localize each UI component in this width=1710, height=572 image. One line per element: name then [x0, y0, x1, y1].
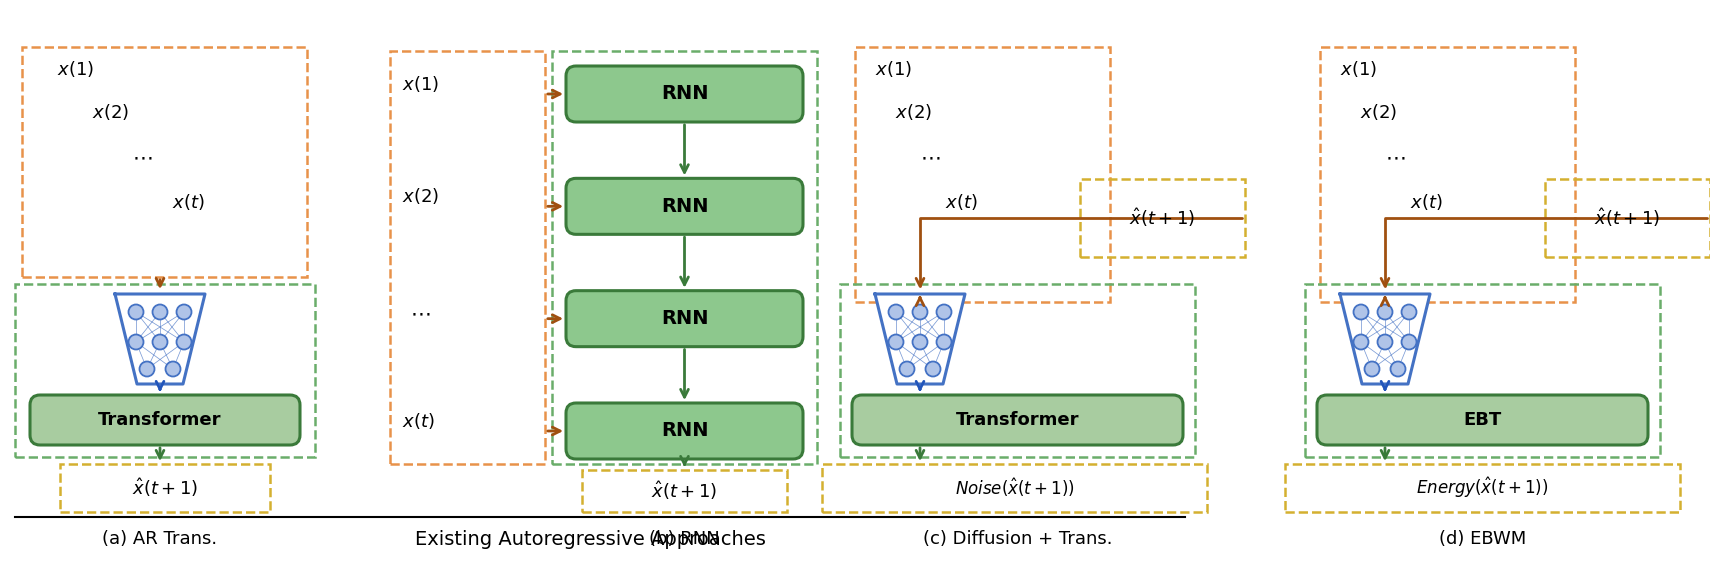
FancyBboxPatch shape — [1317, 395, 1648, 445]
Text: $Energy(\hat{x}(t+1))$: $Energy(\hat{x}(t+1))$ — [1416, 476, 1549, 500]
Text: RNN: RNN — [660, 197, 708, 216]
Circle shape — [925, 362, 940, 376]
Text: RNN: RNN — [660, 309, 708, 328]
FancyBboxPatch shape — [31, 395, 299, 445]
Text: $x(2)$: $x(2)$ — [894, 102, 932, 122]
Circle shape — [1354, 335, 1368, 349]
Circle shape — [899, 362, 915, 376]
Circle shape — [176, 335, 192, 349]
FancyBboxPatch shape — [566, 403, 804, 459]
Text: $\hat{x}(t+1)$: $\hat{x}(t+1)$ — [132, 476, 198, 499]
Text: $x(t)$: $x(t)$ — [173, 192, 205, 212]
Text: Existing Autoregressive Approaches: Existing Autoregressive Approaches — [414, 530, 766, 549]
Text: $x(t)$: $x(t)$ — [402, 411, 434, 431]
Polygon shape — [1341, 294, 1430, 384]
Text: $\hat{x}(t+1)$: $\hat{x}(t+1)$ — [1594, 206, 1660, 229]
Circle shape — [128, 335, 144, 349]
Text: RNN: RNN — [660, 422, 708, 440]
Text: RNN: RNN — [660, 85, 708, 104]
Circle shape — [166, 362, 181, 376]
Text: $\cdots$: $\cdots$ — [132, 147, 152, 167]
Text: $x(2)$: $x(2)$ — [1359, 102, 1397, 122]
Circle shape — [1354, 304, 1368, 320]
Circle shape — [937, 335, 951, 349]
FancyBboxPatch shape — [566, 178, 804, 235]
Text: (c) Diffusion + Trans.: (c) Diffusion + Trans. — [923, 530, 1112, 548]
Text: $\hat{x}(t+1)$: $\hat{x}(t+1)$ — [652, 479, 718, 502]
Text: $\hat{x}(t+1)$: $\hat{x}(t+1)$ — [1129, 206, 1195, 229]
Text: $\cdots$: $\cdots$ — [1385, 147, 1406, 167]
Circle shape — [1378, 304, 1392, 320]
Text: EBT: EBT — [1464, 411, 1501, 429]
Circle shape — [1378, 335, 1392, 349]
Circle shape — [152, 335, 168, 349]
Circle shape — [913, 335, 927, 349]
Polygon shape — [876, 294, 964, 384]
Circle shape — [176, 304, 192, 320]
Circle shape — [152, 304, 168, 320]
Circle shape — [937, 304, 951, 320]
Circle shape — [1390, 362, 1406, 376]
Text: (a) AR Trans.: (a) AR Trans. — [103, 530, 217, 548]
Circle shape — [913, 304, 927, 320]
Circle shape — [128, 304, 144, 320]
Polygon shape — [115, 294, 205, 384]
Circle shape — [1402, 335, 1416, 349]
Text: Transformer: Transformer — [956, 411, 1079, 429]
Circle shape — [1402, 304, 1416, 320]
Text: $\cdots$: $\cdots$ — [410, 304, 431, 324]
Text: $x(1)$: $x(1)$ — [56, 59, 94, 79]
Circle shape — [140, 362, 154, 376]
Text: $x(1)$: $x(1)$ — [876, 59, 911, 79]
Text: $\cdots$: $\cdots$ — [920, 147, 940, 167]
Text: (d) EBWM: (d) EBWM — [1438, 530, 1525, 548]
Text: $x(2)$: $x(2)$ — [402, 186, 439, 206]
Circle shape — [889, 304, 903, 320]
Text: $x(2)$: $x(2)$ — [92, 102, 128, 122]
Text: $x(1)$: $x(1)$ — [402, 74, 439, 94]
Circle shape — [1365, 362, 1380, 376]
Text: $Noise(\hat{x}(t+1))$: $Noise(\hat{x}(t+1))$ — [954, 476, 1074, 499]
Text: $x(t)$: $x(t)$ — [946, 192, 978, 212]
Text: Transformer: Transformer — [97, 411, 222, 429]
FancyBboxPatch shape — [852, 395, 1183, 445]
Text: $x(1)$: $x(1)$ — [1341, 59, 1377, 79]
Circle shape — [889, 335, 903, 349]
Text: (b) RNN: (b) RNN — [650, 530, 720, 548]
FancyBboxPatch shape — [566, 66, 804, 122]
FancyBboxPatch shape — [566, 291, 804, 347]
Text: $x(t)$: $x(t)$ — [1411, 192, 1443, 212]
